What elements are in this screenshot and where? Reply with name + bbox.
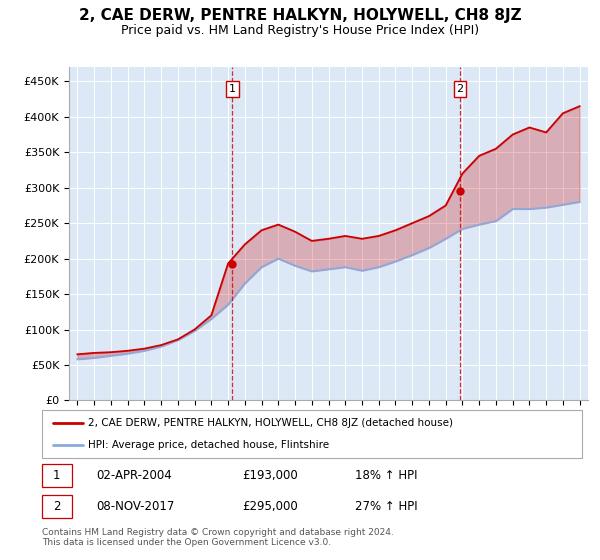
Text: 2: 2	[457, 84, 463, 94]
Text: Contains HM Land Registry data © Crown copyright and database right 2024.
This d: Contains HM Land Registry data © Crown c…	[42, 528, 394, 547]
FancyBboxPatch shape	[42, 464, 72, 487]
Text: 08-NOV-2017: 08-NOV-2017	[96, 500, 175, 513]
FancyBboxPatch shape	[42, 410, 582, 458]
FancyBboxPatch shape	[42, 495, 72, 519]
Text: £193,000: £193,000	[242, 469, 298, 482]
Text: HPI: Average price, detached house, Flintshire: HPI: Average price, detached house, Flin…	[88, 440, 329, 450]
Text: 2, CAE DERW, PENTRE HALKYN, HOLYWELL, CH8 8JZ (detached house): 2, CAE DERW, PENTRE HALKYN, HOLYWELL, CH…	[88, 418, 453, 428]
Text: 18% ↑ HPI: 18% ↑ HPI	[355, 469, 418, 482]
Text: 27% ↑ HPI: 27% ↑ HPI	[355, 500, 418, 513]
Text: Price paid vs. HM Land Registry's House Price Index (HPI): Price paid vs. HM Land Registry's House …	[121, 24, 479, 36]
Text: 1: 1	[229, 84, 236, 94]
Text: £295,000: £295,000	[242, 500, 298, 513]
Text: 2: 2	[53, 500, 61, 513]
Text: 02-APR-2004: 02-APR-2004	[96, 469, 172, 482]
Text: 2, CAE DERW, PENTRE HALKYN, HOLYWELL, CH8 8JZ: 2, CAE DERW, PENTRE HALKYN, HOLYWELL, CH…	[79, 8, 521, 24]
Text: 1: 1	[53, 469, 61, 482]
